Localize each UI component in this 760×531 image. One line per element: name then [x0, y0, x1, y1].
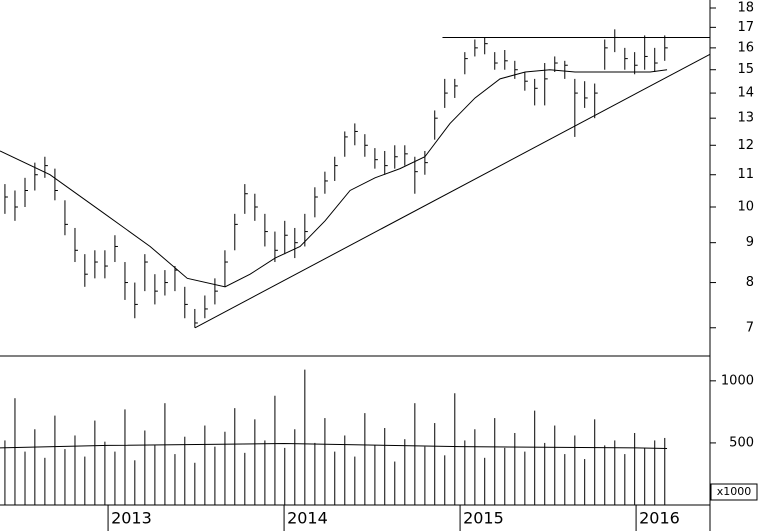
y-tick-label: 11 — [737, 167, 754, 182]
y-tick-label: 18 — [737, 0, 754, 15]
y-tick-label: 15 — [737, 62, 754, 77]
x-tick-label: 2015 — [463, 509, 504, 528]
unit-box — [710, 483, 758, 501]
volume-unit: x1000 — [717, 485, 752, 498]
volume-tick-label: 500 — [729, 435, 754, 450]
x-tick-label: 2016 — [639, 509, 680, 528]
y-tick-label: 16 — [737, 40, 754, 55]
y-tick-label: 9 — [746, 235, 754, 250]
x-tick-label: 2013 — [111, 509, 152, 528]
y-tick-label: 8 — [746, 275, 754, 290]
moving-average — [0, 69, 668, 288]
y-tick-label: 10 — [737, 200, 754, 215]
trend-line — [194, 53, 711, 329]
x-tick-label: 2014 — [287, 509, 328, 528]
volume-average — [0, 443, 668, 450]
y-tick-label: 17 — [737, 20, 754, 35]
volume-tick-label: 1000 — [721, 373, 754, 388]
y-tick-label: 14 — [737, 86, 754, 101]
y-tick-label: 13 — [737, 111, 754, 126]
y-tick-label: 12 — [737, 138, 754, 153]
y-tick-label: 7 — [746, 320, 754, 335]
